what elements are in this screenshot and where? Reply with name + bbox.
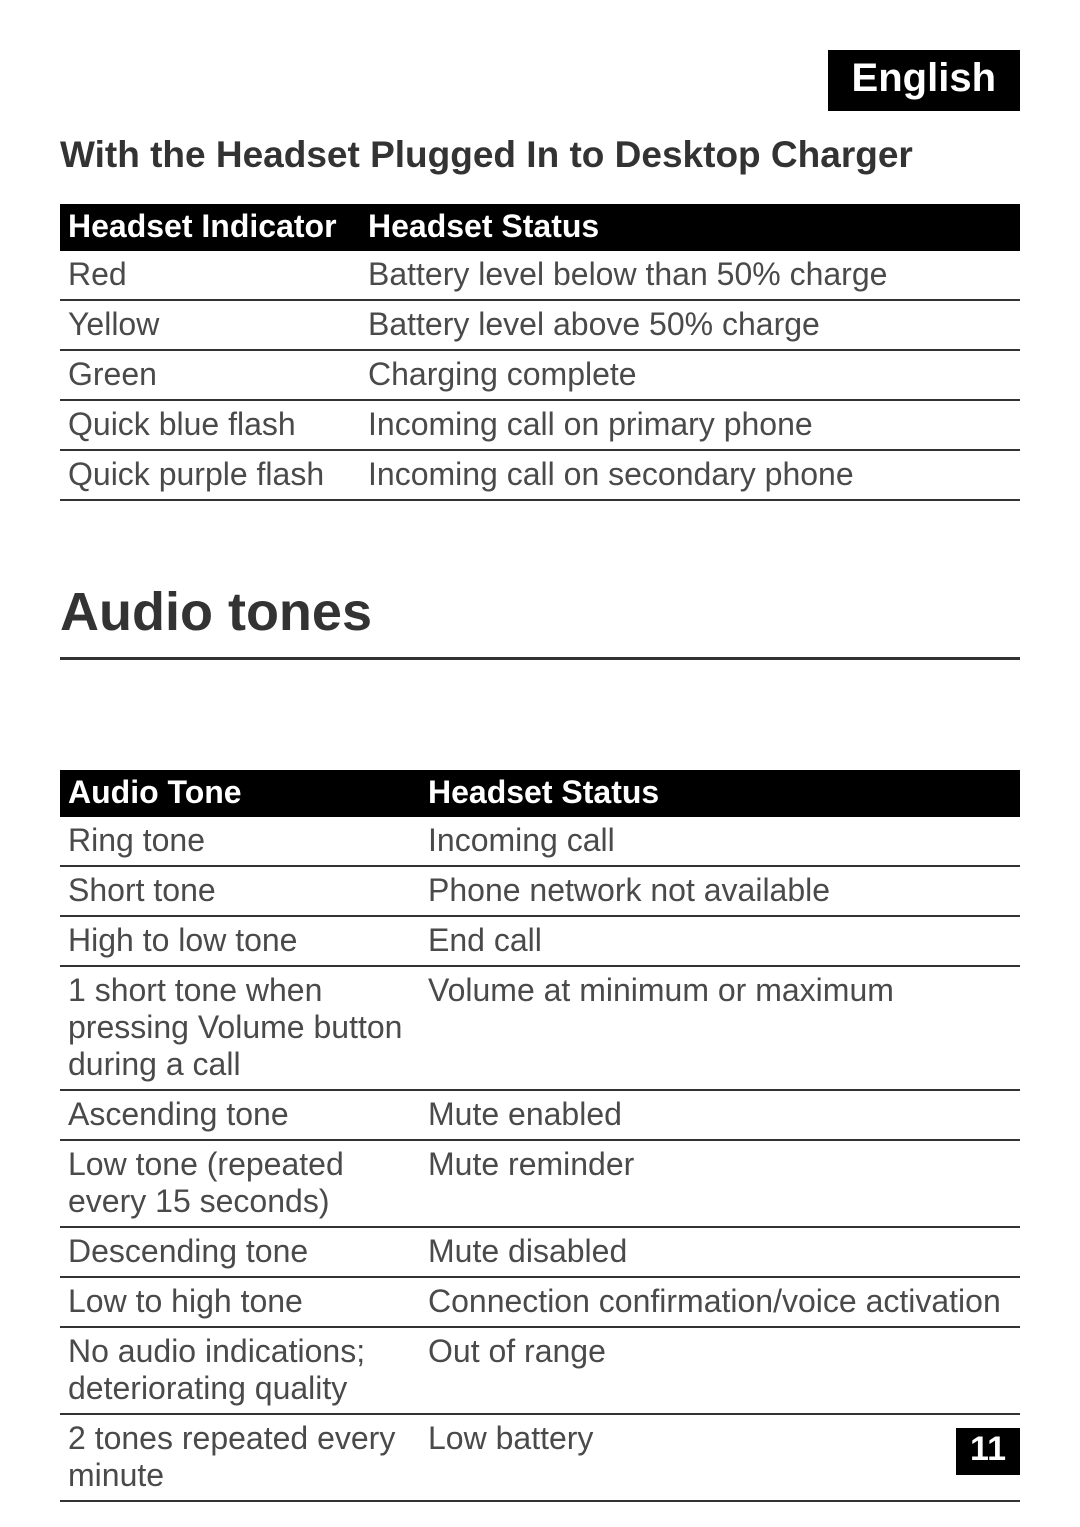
table-cell: Mute reminder: [420, 1140, 1020, 1227]
page-number: 11: [956, 1428, 1020, 1475]
table-cell: Ascending tone: [60, 1090, 420, 1140]
table-cell: Quick blue flash: [60, 400, 360, 450]
table-row: 1 short tone when pressing Volume button…: [60, 966, 1020, 1090]
table-row: RedBattery level below than 50% charge: [60, 251, 1020, 300]
table-cell: Battery level above 50% charge: [360, 300, 1020, 350]
table-cell: Incoming call on secondary phone: [360, 450, 1020, 500]
table-header-row: Headset Indicator Headset Status: [60, 204, 1020, 251]
table-row: Short tonePhone network not available: [60, 866, 1020, 916]
table-cell: Yellow: [60, 300, 360, 350]
table-row: No audio indications; deteriorating qual…: [60, 1327, 1020, 1414]
table-cell: Low battery: [420, 1414, 1020, 1501]
table-cell: 1 short tone when pressing Volume button…: [60, 966, 420, 1090]
table-row: YellowBattery level above 50% charge: [60, 300, 1020, 350]
table-cell: Mute disabled: [420, 1227, 1020, 1277]
page-content: With the Headset Plugged In to Desktop C…: [0, 0, 1080, 1502]
subheading: With the Headset Plugged In to Desktop C…: [60, 134, 1020, 176]
table-cell: Descending tone: [60, 1227, 420, 1277]
table-header-cell: Headset Status: [420, 770, 1020, 817]
table-row: Descending toneMute disabled: [60, 1227, 1020, 1277]
audio-tones-table: Audio Tone Headset Status Ring toneIncom…: [60, 770, 1020, 1502]
section-title: Audio tones: [60, 581, 1020, 660]
table-cell: Low to high tone: [60, 1277, 420, 1327]
headset-indicator-table: Headset Indicator Headset Status RedBatt…: [60, 204, 1020, 501]
table-cell: Ring tone: [60, 817, 420, 866]
table-header-cell: Audio Tone: [60, 770, 420, 817]
table-cell: Volume at minimum or maximum: [420, 966, 1020, 1090]
table-cell: Mute enabled: [420, 1090, 1020, 1140]
table-cell: Quick purple flash: [60, 450, 360, 500]
table-cell: Battery level below than 50% charge: [360, 251, 1020, 300]
table-cell: Red: [60, 251, 360, 300]
table-cell: No audio indications; deteriorating qual…: [60, 1327, 420, 1414]
table-row: Ascending toneMute enabled: [60, 1090, 1020, 1140]
table-cell: 2 tones repeated every minute: [60, 1414, 420, 1501]
table-row: Quick purple flashIncoming call on secon…: [60, 450, 1020, 500]
table-row: Low tone (repeated every 15 seconds)Mute…: [60, 1140, 1020, 1227]
table-cell: Short tone: [60, 866, 420, 916]
table-row: High to low toneEnd call: [60, 916, 1020, 966]
table-cell: High to low tone: [60, 916, 420, 966]
table-header-cell: Headset Status: [360, 204, 1020, 251]
table-row: 2 tones repeated every minuteLow battery: [60, 1414, 1020, 1501]
table-cell: Charging complete: [360, 350, 1020, 400]
table-cell: Connection confirmation/voice activation: [420, 1277, 1020, 1327]
table-row: Quick blue flashIncoming call on primary…: [60, 400, 1020, 450]
table-cell: Low tone (repeated every 15 seconds): [60, 1140, 420, 1227]
table-cell: Phone network not available: [420, 866, 1020, 916]
table-header-row: Audio Tone Headset Status: [60, 770, 1020, 817]
table-cell: Out of range: [420, 1327, 1020, 1414]
table-header-cell: Headset Indicator: [60, 204, 360, 251]
table-cell: Incoming call: [420, 817, 1020, 866]
language-tab: English: [828, 50, 1020, 111]
table-row: Ring toneIncoming call: [60, 817, 1020, 866]
table-cell: End call: [420, 916, 1020, 966]
table-cell: Incoming call on primary phone: [360, 400, 1020, 450]
table-cell: Green: [60, 350, 360, 400]
table-row: Low to high toneConnection confirmation/…: [60, 1277, 1020, 1327]
table-row: GreenCharging complete: [60, 350, 1020, 400]
